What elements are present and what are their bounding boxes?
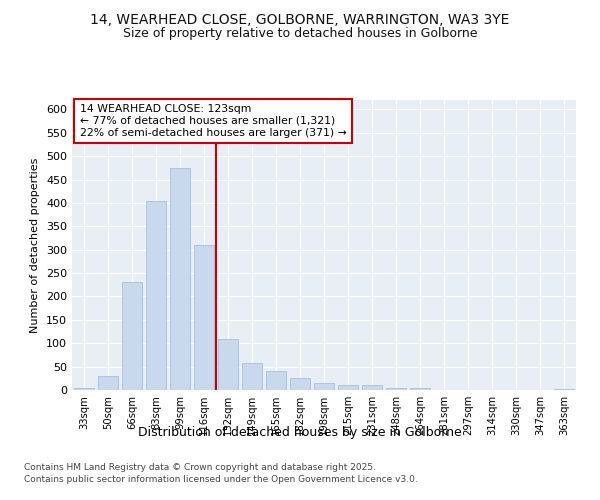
- Text: Contains HM Land Registry data © Crown copyright and database right 2025.: Contains HM Land Registry data © Crown c…: [24, 464, 376, 472]
- Bar: [98, 376, 118, 390]
- Bar: [218, 338, 238, 390]
- Bar: [194, 245, 214, 390]
- Text: Distribution of detached houses by size in Golborne: Distribution of detached houses by size …: [138, 426, 462, 439]
- Bar: [338, 386, 358, 390]
- Bar: [386, 388, 406, 390]
- Text: 14, WEARHEAD CLOSE, GOLBORNE, WARRINGTON, WA3 3YE: 14, WEARHEAD CLOSE, GOLBORNE, WARRINGTON…: [91, 12, 509, 26]
- Bar: [554, 388, 574, 390]
- Bar: [146, 200, 166, 390]
- Text: 14 WEARHEAD CLOSE: 123sqm
← 77% of detached houses are smaller (1,321)
22% of se: 14 WEARHEAD CLOSE: 123sqm ← 77% of detac…: [80, 104, 346, 138]
- Bar: [266, 372, 286, 390]
- Bar: [170, 168, 190, 390]
- Text: Contains public sector information licensed under the Open Government Licence v3: Contains public sector information licen…: [24, 475, 418, 484]
- Bar: [242, 364, 262, 390]
- Text: Size of property relative to detached houses in Golborne: Size of property relative to detached ho…: [123, 28, 477, 40]
- Bar: [122, 282, 142, 390]
- Y-axis label: Number of detached properties: Number of detached properties: [31, 158, 40, 332]
- Bar: [362, 386, 382, 390]
- Bar: [74, 388, 94, 390]
- Bar: [410, 388, 430, 390]
- Bar: [314, 383, 334, 390]
- Bar: [290, 378, 310, 390]
